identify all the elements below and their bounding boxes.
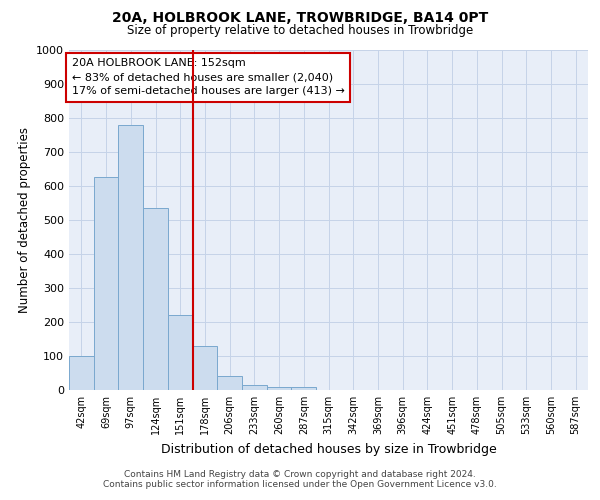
Bar	[94, 178, 118, 390]
Bar	[267, 386, 292, 390]
Bar	[193, 346, 217, 390]
Bar	[143, 208, 168, 390]
Bar	[242, 385, 267, 390]
Bar	[217, 376, 242, 390]
Text: 20A, HOLBROOK LANE, TROWBRIDGE, BA14 0PT: 20A, HOLBROOK LANE, TROWBRIDGE, BA14 0PT	[112, 11, 488, 25]
X-axis label: Distribution of detached houses by size in Trowbridge: Distribution of detached houses by size …	[161, 442, 496, 456]
Bar	[168, 315, 193, 390]
Text: Contains HM Land Registry data © Crown copyright and database right 2024.
Contai: Contains HM Land Registry data © Crown c…	[103, 470, 497, 489]
Text: 20A HOLBROOK LANE: 152sqm
← 83% of detached houses are smaller (2,040)
17% of se: 20A HOLBROOK LANE: 152sqm ← 83% of detac…	[71, 58, 344, 96]
Bar	[292, 386, 316, 390]
Text: Size of property relative to detached houses in Trowbridge: Size of property relative to detached ho…	[127, 24, 473, 37]
Bar	[69, 356, 94, 390]
Bar	[118, 125, 143, 390]
Y-axis label: Number of detached properties: Number of detached properties	[17, 127, 31, 313]
